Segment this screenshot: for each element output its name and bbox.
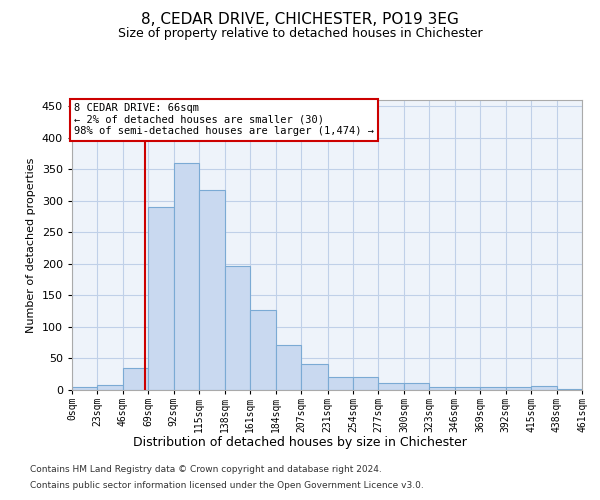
Text: 8, CEDAR DRIVE, CHICHESTER, PO19 3EG: 8, CEDAR DRIVE, CHICHESTER, PO19 3EG — [141, 12, 459, 28]
Bar — [199, 190, 224, 390]
Bar — [224, 266, 250, 390]
Bar — [174, 163, 199, 390]
Y-axis label: Number of detached properties: Number of detached properties — [26, 158, 36, 332]
Bar — [531, 386, 557, 390]
Text: Contains public sector information licensed under the Open Government Licence v3: Contains public sector information licen… — [30, 480, 424, 490]
Bar — [506, 388, 531, 390]
Bar — [430, 387, 455, 390]
Bar — [353, 378, 379, 390]
Bar — [72, 387, 97, 390]
Bar — [404, 383, 430, 390]
Bar — [379, 383, 404, 390]
Bar — [148, 207, 174, 390]
Bar — [455, 388, 480, 390]
Bar — [123, 368, 148, 390]
Bar — [97, 385, 123, 390]
Bar — [557, 388, 582, 390]
Bar — [301, 364, 328, 390]
Bar — [250, 310, 275, 390]
Text: Distribution of detached houses by size in Chichester: Distribution of detached houses by size … — [133, 436, 467, 449]
Text: 8 CEDAR DRIVE: 66sqm
← 2% of detached houses are smaller (30)
98% of semi-detach: 8 CEDAR DRIVE: 66sqm ← 2% of detached ho… — [74, 103, 374, 136]
Bar — [328, 377, 353, 390]
Text: Size of property relative to detached houses in Chichester: Size of property relative to detached ho… — [118, 28, 482, 40]
Bar — [480, 388, 506, 390]
Bar — [275, 344, 301, 390]
Text: Contains HM Land Registry data © Crown copyright and database right 2024.: Contains HM Land Registry data © Crown c… — [30, 466, 382, 474]
